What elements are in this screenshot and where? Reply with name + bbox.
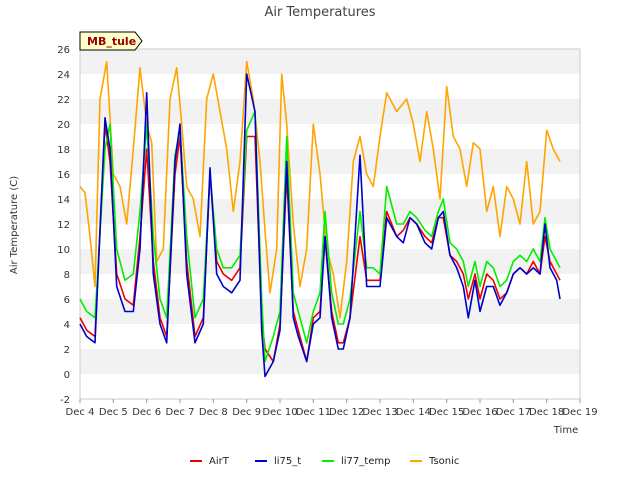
x-tick-label: Dec 11 <box>296 407 331 418</box>
grid-band <box>80 174 580 199</box>
legend-label: AirT <box>209 456 230 467</box>
y-tick-label: 18 <box>57 145 70 156</box>
site-tag: MB_tule <box>79 31 143 51</box>
y-tick-label: 26 <box>57 45 70 56</box>
site-tag-label: MB_tule <box>87 35 136 48</box>
x-axis-title: Time <box>553 425 578 436</box>
chart-title: Air Temperatures <box>264 5 375 20</box>
y-tick-label: 22 <box>57 95 70 106</box>
grid-band <box>80 149 580 174</box>
series-lines <box>79 60 561 378</box>
y-tick-label: 16 <box>57 170 70 181</box>
grid-band <box>80 374 580 399</box>
y-tick-label: 12 <box>57 220 70 231</box>
series-line-li77-temp <box>79 110 561 363</box>
x-tick-label: Dec 5 <box>99 407 128 418</box>
grid-band <box>80 49 580 74</box>
y-tick-label: 8 <box>64 270 70 281</box>
y-tick-label: 24 <box>57 70 70 81</box>
series-line-tsonic <box>79 60 561 319</box>
y-tick-label: 20 <box>57 120 70 131</box>
y-tick-label: 14 <box>57 195 70 206</box>
y-axis-title: Air Temperature (C) <box>9 176 20 274</box>
x-tick-label: Dec 14 <box>396 407 431 418</box>
legend-label: Tsonic <box>428 456 459 467</box>
series-line-li75-t <box>79 73 561 378</box>
grid-band <box>80 349 580 374</box>
x-tick-label: Dec 10 <box>262 407 297 418</box>
x-tick-label: Dec 12 <box>329 407 364 418</box>
site-tag-box <box>79 31 143 51</box>
y-tick-label: 6 <box>64 295 70 306</box>
plot-frame <box>79 48 581 400</box>
legend: AirT li75_t li77_temp Tsonic <box>190 456 459 467</box>
x-tick-label: Dec 13 <box>362 407 397 418</box>
legend-label: li77_temp <box>341 456 390 467</box>
x-tick-label: Dec 15 <box>429 407 464 418</box>
y-tick-label: 10 <box>57 245 70 256</box>
x-tick-label: Dec 6 <box>132 407 161 418</box>
y-tick-label: 0 <box>64 370 70 381</box>
x-tick-label: Dec 7 <box>166 407 195 418</box>
x-tick-label: Dec 16 <box>462 407 497 418</box>
x-tick-label: Dec 17 <box>496 407 531 418</box>
y-tick-label: -2 <box>60 395 70 406</box>
legend-label: li75_t <box>274 456 301 467</box>
x-tick-label: Dec 18 <box>529 407 564 418</box>
y-tick-label: 4 <box>64 320 70 331</box>
x-axis-ticks: Dec 4 Dec 5 Dec 6 Dec 7 Dec 8 Dec 9 Dec 10Dec … <box>66 399 598 418</box>
grid-band <box>80 74 580 99</box>
x-tick-label: Dec 19 <box>562 407 597 418</box>
grid-band <box>80 124 580 149</box>
x-tick-label: Dec 8 <box>199 407 228 418</box>
y-tick-label: 2 <box>64 345 70 356</box>
x-tick-label: Dec 4 <box>66 407 95 418</box>
grid-band <box>80 99 580 124</box>
grid-band <box>80 324 580 349</box>
x-tick-label: Dec 9 <box>232 407 261 418</box>
